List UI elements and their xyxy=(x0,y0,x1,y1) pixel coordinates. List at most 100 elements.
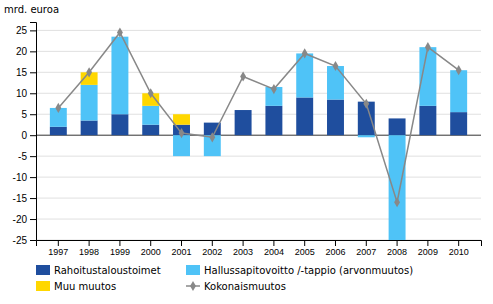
marker xyxy=(425,42,431,52)
x-tick-label: 2004 xyxy=(264,247,284,257)
plot-area: -25-20-15-10-505101520251997199819992000… xyxy=(13,23,482,258)
bar xyxy=(389,135,406,240)
y-tick-label: -10 xyxy=(13,172,28,183)
y-tick: 0 xyxy=(21,130,36,141)
legend-swatch xyxy=(36,265,50,275)
marker xyxy=(117,27,123,37)
bar xyxy=(173,135,190,156)
bar xyxy=(265,106,282,135)
bar xyxy=(235,110,252,111)
marks xyxy=(50,27,467,240)
x-tick-label: 2007 xyxy=(356,247,376,257)
marker xyxy=(209,132,215,142)
bar xyxy=(450,112,467,135)
y-tick-mark xyxy=(30,51,36,52)
x-tick-label: 2008 xyxy=(387,247,407,257)
bar-series xyxy=(81,72,190,124)
bar xyxy=(327,100,344,136)
legend-swatch xyxy=(186,265,200,275)
y-tick: 25 xyxy=(16,25,36,36)
x-tick: 2001 xyxy=(171,240,191,257)
line-series xyxy=(55,27,461,207)
legend-item: Muu muutos xyxy=(36,281,116,292)
x-tick-label: 2002 xyxy=(202,247,222,257)
x-tick-mark xyxy=(243,240,244,246)
bar xyxy=(111,114,128,135)
marker xyxy=(148,88,154,98)
y-axis-title: mrd. euroa xyxy=(4,4,59,15)
x-tick-label: 2006 xyxy=(325,247,345,257)
x-tick-label: 2005 xyxy=(295,247,315,257)
bar xyxy=(419,106,436,135)
y-tick-mark xyxy=(30,135,36,136)
x-tick: 2000 xyxy=(141,240,161,257)
legend-label: Rahoitustaloustoimet xyxy=(54,265,161,276)
y-tick: 20 xyxy=(16,46,36,57)
x-tick-mark xyxy=(304,240,305,246)
y-tick: 5 xyxy=(21,109,36,120)
grid-line xyxy=(36,156,481,157)
x-tick: 2005 xyxy=(295,240,315,257)
grid-line xyxy=(36,30,481,31)
x-tick-mark xyxy=(427,240,428,246)
y-tick-mark xyxy=(30,156,36,157)
x-tick: 2004 xyxy=(264,240,284,257)
bar xyxy=(235,110,252,111)
marker xyxy=(55,103,61,113)
legend-label: Hallussapitovoitto /-tappio (arvonmuutos… xyxy=(204,265,413,276)
marker xyxy=(240,71,246,81)
bar xyxy=(296,97,313,135)
marker xyxy=(179,128,185,138)
legend-label: Kokonaismuutos xyxy=(204,281,286,292)
x-tick: 1999 xyxy=(110,240,130,257)
marker xyxy=(86,67,92,77)
line xyxy=(58,32,458,202)
y-tick: -15 xyxy=(13,193,36,204)
x-tick: 1997 xyxy=(48,240,68,257)
y-tick-mark xyxy=(30,72,36,73)
y-tick-label: 0 xyxy=(21,130,27,141)
x-tick: 2009 xyxy=(418,240,438,257)
bar xyxy=(81,121,98,136)
legend-item: Kokonaismuutos xyxy=(186,281,286,292)
bar xyxy=(142,106,159,125)
y-tick: -10 xyxy=(13,172,36,183)
bar-series xyxy=(50,37,467,240)
y-tick-label: 15 xyxy=(16,67,28,78)
y-tick-label: 20 xyxy=(16,46,28,57)
legend-label: Muu muutos xyxy=(54,281,116,292)
grid-line xyxy=(36,93,481,94)
x-axis: 1997199819992000200120022003200420052006… xyxy=(37,240,482,257)
marker xyxy=(302,48,308,58)
bar xyxy=(142,125,159,135)
x-tick: 2008 xyxy=(387,240,407,257)
x-tick-mark xyxy=(273,240,274,246)
x-tick-label: 2000 xyxy=(141,247,161,257)
grid-line xyxy=(36,72,481,73)
bar xyxy=(389,118,406,119)
y-tick-label: -5 xyxy=(18,151,27,162)
x-tick-label: 2010 xyxy=(449,247,469,257)
y-tick-mark xyxy=(30,219,36,220)
bar xyxy=(235,110,252,135)
y-tick: -20 xyxy=(13,214,36,225)
legend: Rahoitustaloustoimet Hallussapitovoitto /… xyxy=(36,265,413,292)
x-tick: 1998 xyxy=(79,240,99,257)
x-tick-mark xyxy=(119,240,120,246)
y-tick-label: -15 xyxy=(13,193,28,204)
marker xyxy=(271,84,277,94)
legend-swatch xyxy=(36,281,50,291)
y-tick-label: -20 xyxy=(13,214,28,225)
x-tick-mark xyxy=(89,240,90,246)
x-tick: 2010 xyxy=(449,240,469,257)
legend-marker xyxy=(190,281,196,291)
x-tick-mark xyxy=(366,240,367,246)
legend-item: Hallussapitovoitto /-tappio (arvonmuutos… xyxy=(186,265,413,276)
grid-line xyxy=(36,135,481,136)
x-tick-label: 2009 xyxy=(418,247,438,257)
y-tick-label: 5 xyxy=(21,109,27,120)
bar xyxy=(450,70,467,112)
x-axis-line xyxy=(37,241,482,247)
marker xyxy=(394,197,400,207)
x-tick: 2007 xyxy=(356,240,376,257)
